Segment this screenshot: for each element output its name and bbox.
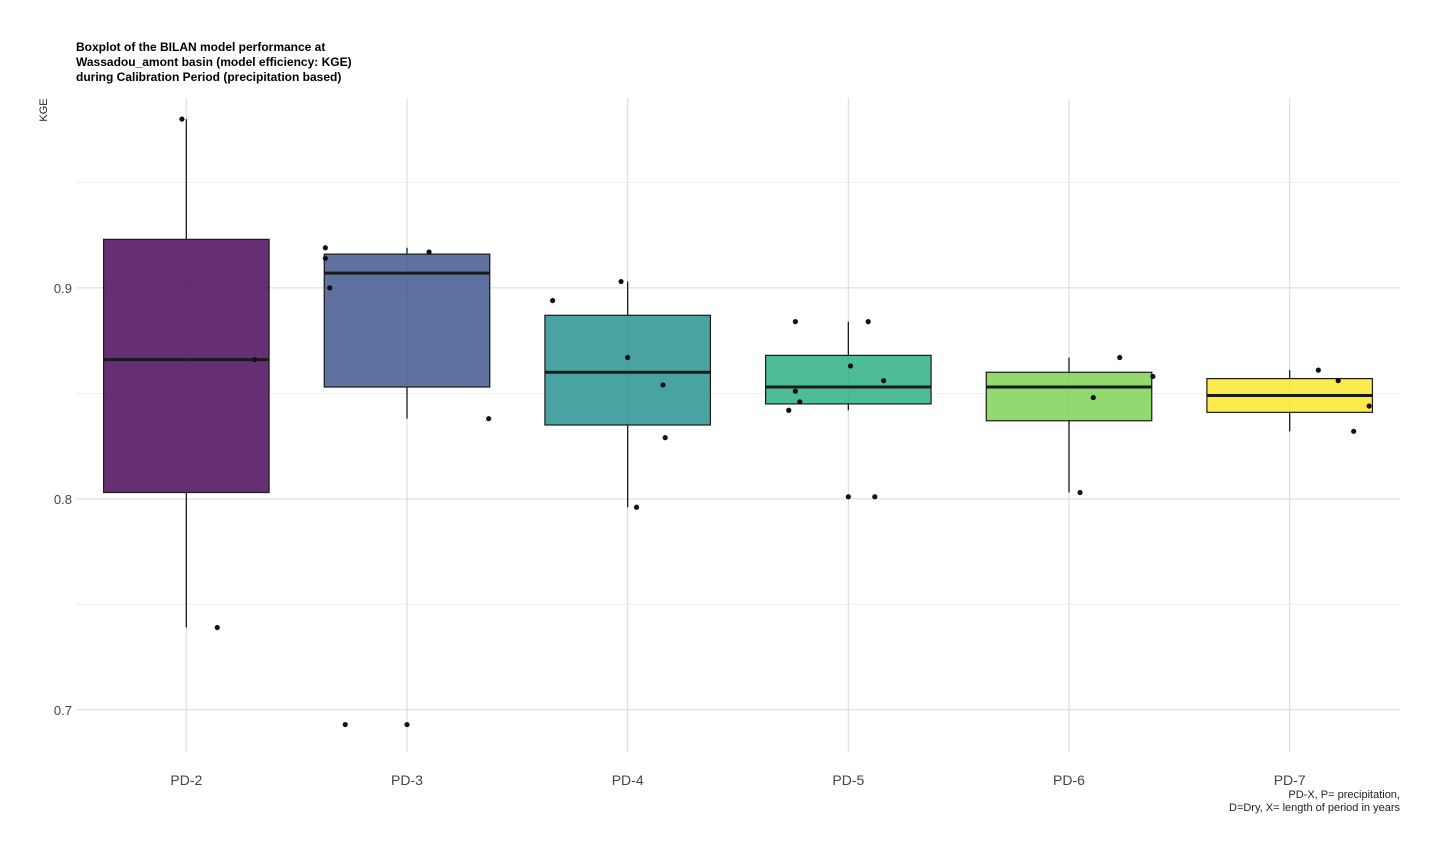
data-point bbox=[865, 319, 871, 325]
x-tick-label: PD-7 bbox=[1274, 772, 1306, 788]
data-point bbox=[486, 416, 492, 422]
point-layer bbox=[179, 116, 1372, 728]
data-point bbox=[342, 721, 348, 728]
x-tick-label: PD-5 bbox=[832, 772, 864, 788]
box-layer bbox=[102, 119, 1374, 628]
box-pd-4 bbox=[544, 314, 712, 426]
data-point bbox=[550, 297, 556, 304]
data-point bbox=[881, 378, 887, 384]
data-point bbox=[792, 388, 798, 394]
data-point bbox=[426, 249, 432, 255]
data-point bbox=[322, 255, 328, 261]
data-point bbox=[618, 278, 624, 285]
data-point bbox=[1366, 403, 1372, 409]
data-point bbox=[660, 382, 666, 388]
data-point bbox=[792, 319, 798, 325]
data-point bbox=[845, 494, 851, 500]
data-point bbox=[404, 721, 410, 728]
x-tick-label: PD-2 bbox=[170, 772, 202, 788]
chart-title: Boxplot of the BILAN model performance a… bbox=[76, 40, 352, 84]
box-pd-5 bbox=[764, 354, 932, 405]
data-point bbox=[322, 245, 328, 251]
data-point bbox=[662, 435, 668, 441]
data-point bbox=[214, 624, 220, 631]
data-point bbox=[1351, 428, 1357, 434]
data-point bbox=[327, 285, 333, 291]
data-point bbox=[1335, 378, 1341, 384]
data-point bbox=[1077, 489, 1083, 496]
data-point bbox=[786, 407, 792, 413]
data-point bbox=[179, 116, 185, 122]
data-point bbox=[625, 354, 631, 361]
x-tick-label: PD-4 bbox=[612, 772, 644, 788]
data-point bbox=[252, 357, 258, 363]
box-pd-3 bbox=[323, 253, 491, 388]
data-point bbox=[633, 504, 640, 510]
y-tick-label: 0.8 bbox=[54, 492, 72, 507]
y-tick-label: 0.9 bbox=[54, 281, 72, 296]
data-point bbox=[1150, 373, 1156, 380]
box-pd-6 bbox=[985, 371, 1153, 422]
x-tick-label: PD-3 bbox=[391, 772, 423, 788]
y-tick-label: 0.7 bbox=[54, 703, 72, 718]
data-point bbox=[1315, 367, 1321, 373]
data-point bbox=[1117, 354, 1123, 361]
axis-layer: 0.7 0.8 0.9 PD-2 PD-3 PD-4 PD-5 PD-6 PD-7 bbox=[54, 281, 1306, 788]
grid-layer bbox=[76, 98, 1400, 752]
data-point bbox=[797, 399, 803, 405]
data-point bbox=[872, 494, 878, 500]
data-point bbox=[1090, 394, 1096, 401]
chart-caption: PD-X, P= precipitation, D=Dry, X= length… bbox=[1229, 789, 1400, 814]
data-point bbox=[847, 363, 854, 369]
box-pd-2 bbox=[102, 238, 270, 494]
x-tick-label: PD-6 bbox=[1053, 772, 1085, 788]
